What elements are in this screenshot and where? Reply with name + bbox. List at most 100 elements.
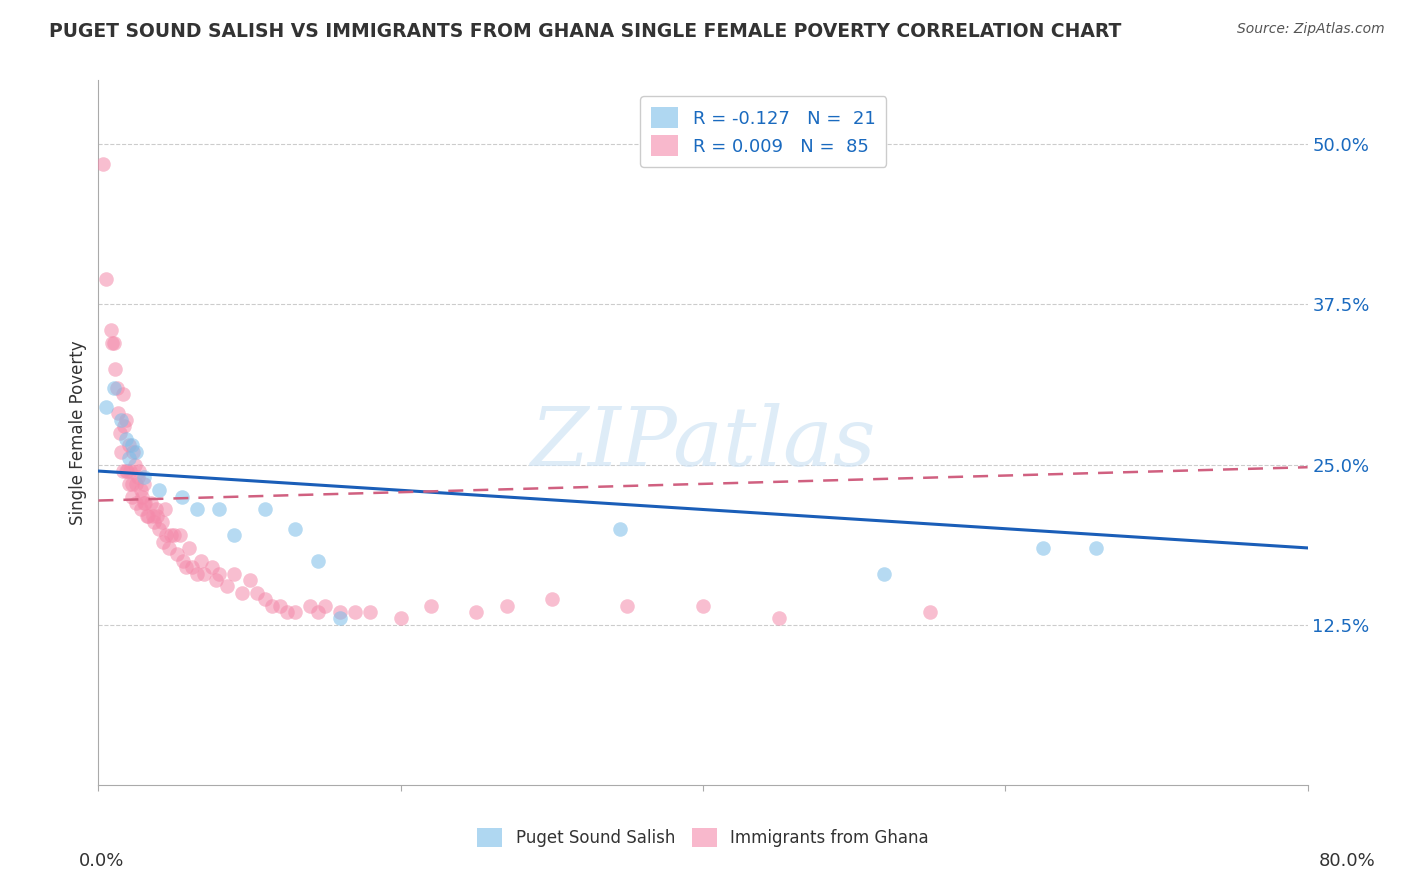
Point [134, 496, 156, 510]
Point [299, 599, 322, 613]
Point [314, 599, 336, 613]
Point [125, 496, 148, 510]
Point [231, 586, 253, 600]
Point [120, 464, 142, 478]
Point [262, 599, 284, 613]
Point [269, 599, 291, 613]
Point [110, 445, 132, 459]
Legend: Puget Sound Salish, Immigrants from Ghana: Puget Sound Salish, Immigrants from Ghan… [471, 822, 935, 855]
Point [873, 566, 896, 581]
Point [153, 502, 176, 516]
Point [540, 592, 562, 607]
Point [179, 541, 201, 555]
Point [118, 451, 141, 466]
Point [94, 400, 117, 414]
Point [114, 413, 136, 427]
Point [495, 599, 517, 613]
Point [127, 470, 149, 484]
Point [616, 599, 638, 613]
Point [609, 522, 631, 536]
Point [170, 490, 193, 504]
Point [118, 476, 141, 491]
Point [132, 470, 155, 484]
Point [190, 554, 212, 568]
Point [129, 502, 152, 516]
Point [692, 599, 714, 613]
Text: ZIPatlas: ZIPatlas [530, 403, 876, 483]
Point [103, 335, 125, 350]
Point [145, 502, 167, 516]
Point [166, 547, 188, 561]
Text: 80.0%: 80.0% [1319, 852, 1375, 870]
Point [284, 522, 307, 536]
Text: PUGET SOUND SALISH VS IMMIGRANTS FROM GHANA SINGLE FEMALE POVERTY CORRELATION CH: PUGET SOUND SALISH VS IMMIGRANTS FROM GH… [49, 22, 1122, 41]
Point [205, 573, 228, 587]
Point [307, 605, 329, 619]
Point [136, 508, 159, 523]
Point [1085, 541, 1108, 555]
Point [114, 464, 136, 478]
Point [186, 566, 208, 581]
Point [121, 476, 143, 491]
Point [128, 464, 150, 478]
Point [159, 541, 181, 555]
Point [360, 605, 382, 619]
Point [121, 438, 143, 452]
Point [276, 605, 298, 619]
Point [125, 445, 148, 459]
Point [253, 502, 276, 516]
Point [125, 476, 148, 491]
Point [169, 528, 191, 542]
Point [100, 323, 122, 337]
Point [118, 438, 141, 452]
Point [163, 528, 186, 542]
Point [307, 554, 329, 568]
Point [224, 566, 246, 581]
Point [115, 464, 138, 478]
Point [329, 605, 352, 619]
Point [142, 508, 165, 523]
Y-axis label: Single Female Poverty: Single Female Poverty [69, 341, 87, 524]
Point [201, 560, 224, 574]
Point [108, 425, 131, 440]
Point [1032, 541, 1054, 555]
Point [112, 419, 135, 434]
Point [148, 522, 170, 536]
Point [129, 483, 152, 498]
Point [253, 592, 276, 607]
Point [329, 611, 352, 625]
Point [148, 483, 170, 498]
Point [239, 573, 262, 587]
Point [224, 528, 246, 542]
Point [246, 586, 269, 600]
Point [107, 406, 129, 420]
Point [918, 605, 941, 619]
Point [94, 272, 117, 286]
Point [111, 464, 134, 478]
Point [208, 566, 231, 581]
Text: 0.0%: 0.0% [79, 852, 124, 870]
Point [389, 611, 412, 625]
Point [193, 566, 215, 581]
Point [174, 560, 197, 574]
Text: Source: ZipAtlas.com: Source: ZipAtlas.com [1237, 22, 1385, 37]
Point [114, 432, 136, 446]
Point [150, 516, 173, 530]
Point [143, 516, 166, 530]
Point [186, 502, 208, 516]
Point [132, 496, 155, 510]
Point [135, 508, 157, 523]
Point [284, 605, 307, 619]
Point [172, 554, 194, 568]
Point [768, 611, 790, 625]
Point [122, 445, 145, 459]
Point [146, 508, 169, 523]
Point [131, 490, 153, 504]
Point [124, 458, 146, 472]
Point [152, 534, 174, 549]
Point [91, 156, 114, 170]
Point [208, 502, 231, 516]
Point [420, 599, 443, 613]
Point [111, 387, 134, 401]
Point [105, 381, 128, 395]
